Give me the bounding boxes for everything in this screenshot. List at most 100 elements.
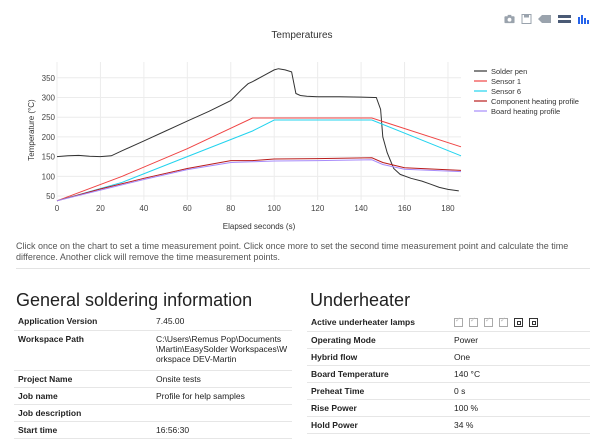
divider [16,268,590,269]
chart-toolbar [504,14,590,24]
check-icon: ✓ [455,317,461,325]
underheater-label: Preheat Time [307,382,450,400]
series-line-0 [56,68,459,192]
series-line-2 [56,119,462,202]
legend-label-1: Sensor 1 [491,77,521,86]
underheater-lamp-checkbox[interactable]: ✓ [499,317,508,328]
x-tick-label: 140 [354,204,368,213]
underheater-lamp-checkbox[interactable]: ✓ [469,317,478,328]
check-icon: ✓ [470,317,476,325]
lamp-square-icon [531,320,536,325]
series-line-3 [56,157,462,202]
x-tick-label: 80 [226,204,235,213]
underheater-value: 140 °C [450,365,590,383]
chart-title: Temperatures [271,30,332,41]
chart-series [56,68,462,202]
check-icon: ✓ [500,317,506,325]
general-info-row: Workspace Path C:\Users\Remus Pop\Documen… [14,330,292,371]
underheater-value: 100 % [450,399,590,417]
underheater-title: Underheater [310,290,411,310]
general-info-value: 7.45.00 [152,313,292,331]
general-info-value: C:\Users\Remus Pop\Documents\Martin\Easy… [152,330,292,371]
underheater-row: Rise Power 100 % [307,399,590,417]
underheater-table: Active underheater lamps ✓ ✓ ✓ ✓ Operating … [307,313,590,434]
general-info-row: Start time 16:56:30 [14,421,292,439]
x-tick-label: 120 [311,204,325,213]
underheater-value: One [450,348,590,366]
chart-svg[interactable]: Temperatures 50 100 150 200 250 300 350 0 20 40 6… [0,0,600,238]
chart-grid [56,62,461,200]
underheater-lamps: ✓ ✓ ✓ ✓ [450,313,590,332]
underheater-label: Hold Power [307,416,450,434]
x-tick-label: 180 [441,204,455,213]
general-info-row: Application Version 7.45.00 [14,313,292,331]
y-tick-label: 300 [42,93,56,102]
underheater-row: Hybrid flow One [307,348,590,366]
lamp-square-icon [516,320,521,325]
underheater-row: Board Temperature 140 °C [307,365,590,383]
legend-label-2: Sensor 6 [491,87,521,96]
general-info-label: Start time [14,421,152,439]
x-tick-label: 60 [183,204,192,213]
general-info-label: Job description [14,404,152,422]
x-tick-label: 100 [268,204,282,213]
general-info-row: Project Name Onsite tests [14,370,292,388]
underheater-lamps-row: Active underheater lamps ✓ ✓ ✓ ✓ [307,313,590,332]
camera-icon[interactable] [504,14,515,24]
underheater-row: Hold Power 34 % [307,416,590,434]
y-tick-label: 200 [42,133,56,142]
stack-icon[interactable] [558,14,571,24]
x-tick-label: 0 [55,204,60,213]
x-tick-labels: 0 20 40 60 80 100 120 140 160 180 [55,204,455,213]
underheater-lamps-label: Active underheater lamps [307,313,450,332]
general-info-label: Job name [14,387,152,405]
series-line-1 [56,117,462,202]
measurement-instructions: Click once on the chart to set a time me… [16,241,569,262]
general-info-title: General soldering information [16,290,253,310]
check-icon: ✓ [485,317,491,325]
temperature-chart[interactable]: Temperatures 50 100 150 200 250 300 350 0 20 40 6… [0,0,600,238]
x-tick-label: 160 [398,204,412,213]
underheater-label: Board Temperature [307,365,450,383]
legend-label-0: Solder pen [491,67,527,76]
legend-label-3: Component heating profile [491,97,579,106]
underheater-lamp-checkbox[interactable] [529,318,538,328]
underheater-value: 0 s [450,382,590,400]
underheater-row: Operating Mode Power [307,331,590,349]
underheater-row: Preheat Time 0 s [307,382,590,400]
tag-icon[interactable] [538,14,552,24]
underheater-lamp-checkbox[interactable]: ✓ [484,317,493,328]
general-info-value: Onsite tests [152,370,292,388]
x-tick-label: 40 [139,204,148,213]
general-info-value: Profile for help samples [152,387,292,405]
general-info-value: 16:56:30 [152,421,292,439]
y-tick-label: 100 [42,172,56,181]
bar-chart-icon[interactable] [577,14,590,24]
underheater-value: Power [450,331,590,349]
series-line-4 [56,159,462,202]
general-info-row: Job name Profile for help samples [14,387,292,405]
y-tick-labels: 50 100 150 200 250 300 350 [42,74,56,201]
legend-label-4: Board heating profile [491,107,560,116]
underheater-lamp-checkbox[interactable]: ✓ [454,317,463,328]
general-info-table: Application Version 7.45.00 Workspace Path… [14,313,292,439]
y-tick-label: 350 [42,74,56,83]
y-tick-label: 250 [42,113,56,122]
underheater-lamp-checkbox[interactable] [514,318,523,328]
general-info-label: Workspace Path [14,330,152,371]
x-axis-label: Elapsed seconds (s) [223,222,296,231]
y-tick-label: 50 [46,192,55,201]
underheater-label: Rise Power [307,399,450,417]
general-info-row: Job description [14,404,292,422]
general-info-label: Application Version [14,313,152,331]
underheater-label: Hybrid flow [307,348,450,366]
y-axis-label: Temperature (°C) [27,99,36,161]
y-tick-label: 150 [42,153,56,162]
underheater-value: 34 % [450,416,590,434]
x-tick-label: 20 [96,204,105,213]
underheater-label: Operating Mode [307,331,450,349]
general-info-label: Project Name [14,370,152,388]
save-icon[interactable] [521,14,532,24]
general-info-value [152,404,292,422]
